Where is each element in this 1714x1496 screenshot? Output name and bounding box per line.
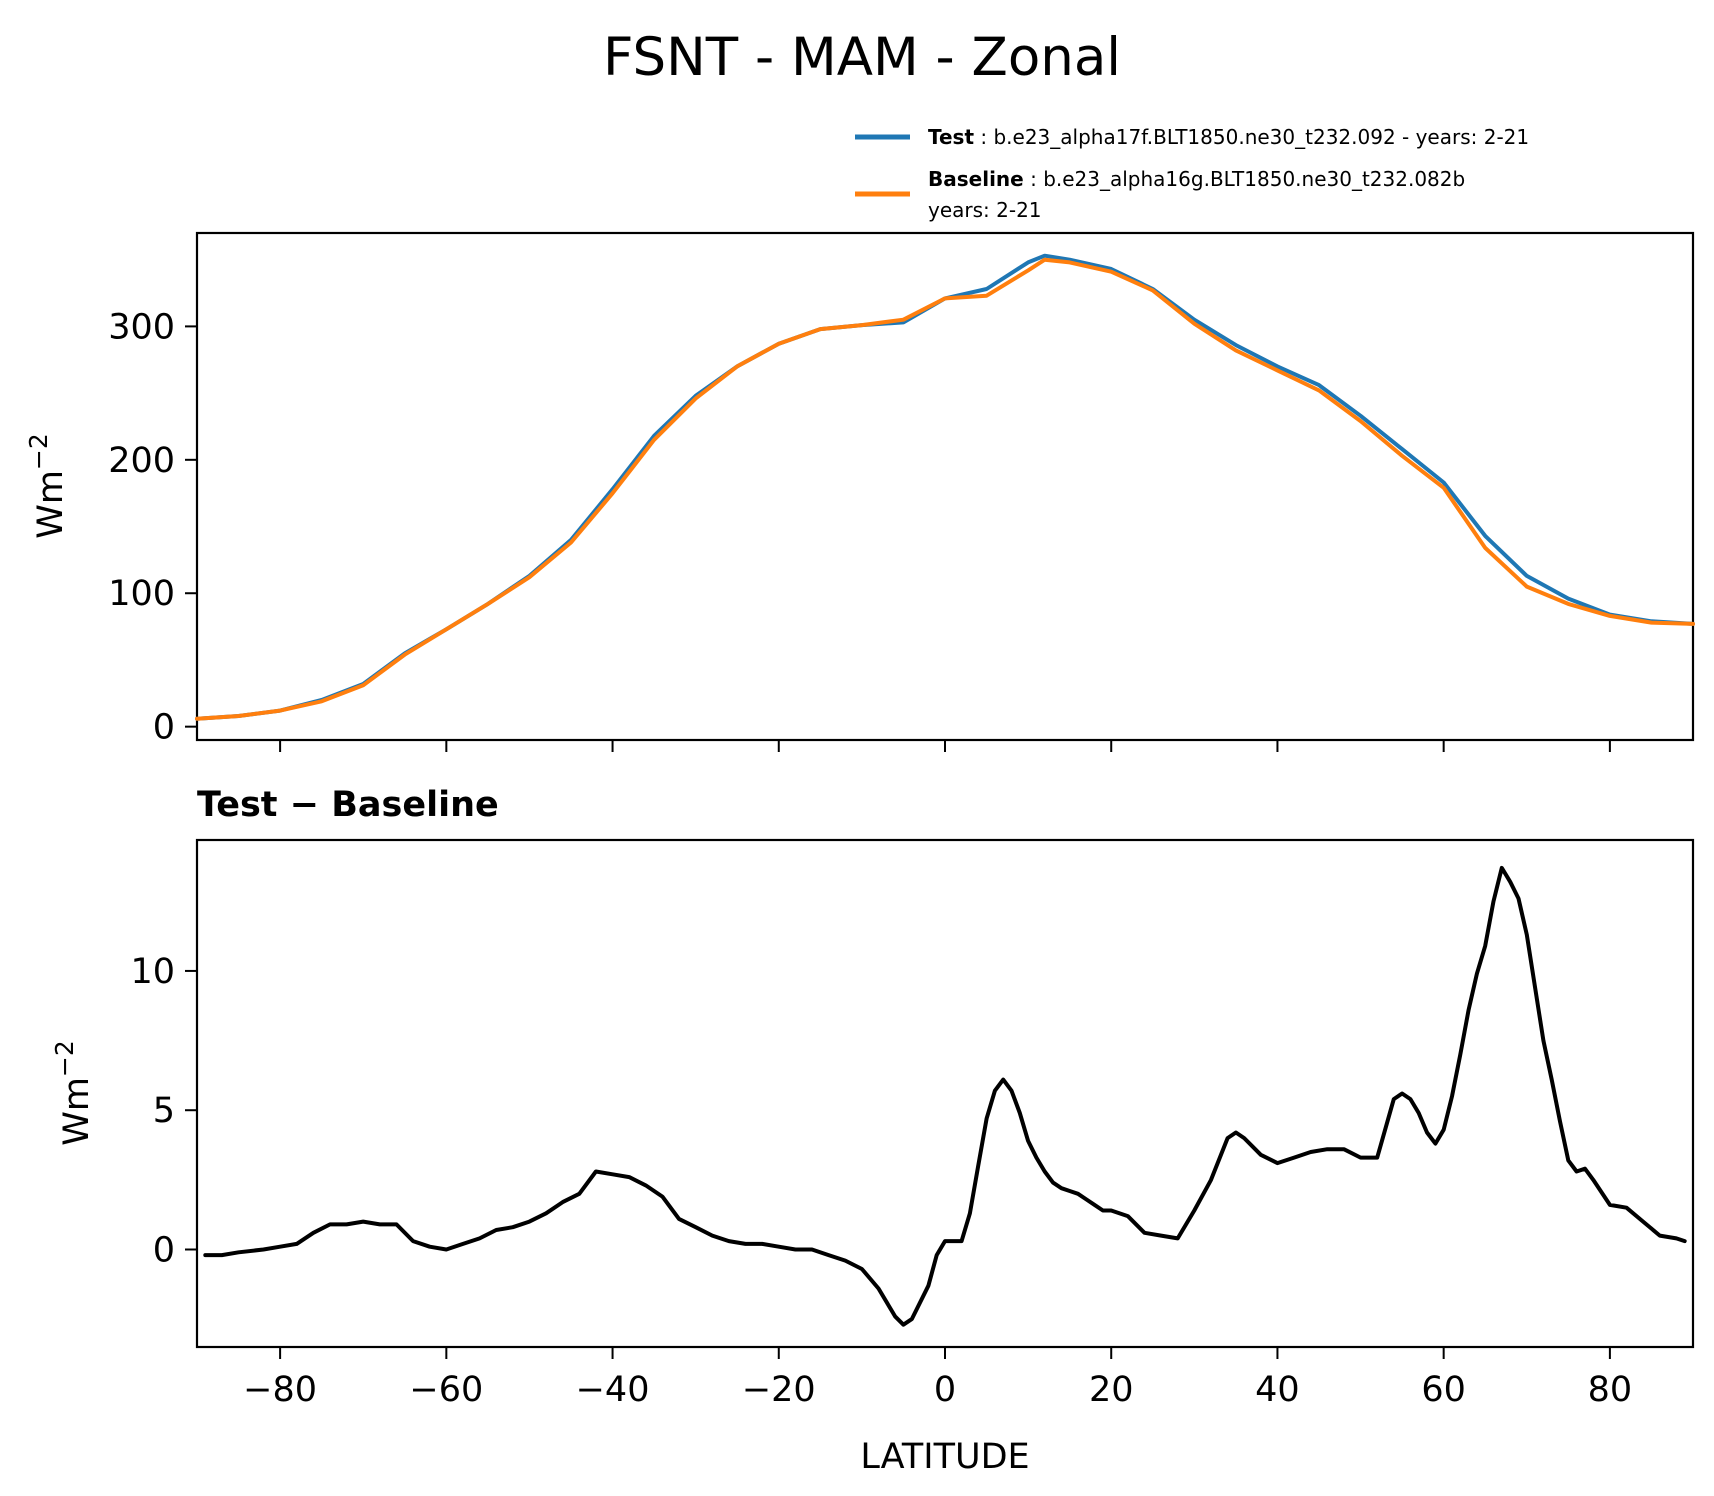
top-plot-lines bbox=[195, 253, 1695, 721]
x-tick-label: 60 bbox=[1421, 1370, 1466, 1410]
x-tick-label: 80 bbox=[1588, 1370, 1633, 1410]
bottom-panel-title: Test − Baseline bbox=[197, 785, 499, 825]
legend-baseline-entry: Baseline : b.e23_alpha16g.BLT1850.ne30_t… bbox=[928, 167, 1465, 191]
top-y-axis-label: Wm−2 bbox=[24, 433, 71, 539]
legend-test-desc: : b.e23_alpha17f.BLT1850.ne30_t232.092 -… bbox=[980, 125, 1529, 149]
x-tick-label: −40 bbox=[576, 1370, 650, 1410]
x-tick-label: 0 bbox=[934, 1370, 956, 1410]
bottom-plot-lines bbox=[203, 865, 1687, 1327]
top-x-ticks bbox=[279, 740, 1611, 752]
series-line-test-baseline bbox=[203, 865, 1687, 1327]
bottom-panel: Test − Baseline 0 5 10 −80 −60 −40 −20 0 20 40 60… bbox=[50, 785, 1695, 1477]
bot-y-tick-label: 5 bbox=[153, 1091, 175, 1131]
top-y-tick-label: 300 bbox=[108, 307, 175, 347]
x-tick-label: 40 bbox=[1255, 1370, 1300, 1410]
bottom-y-axis-exponent: −2 bbox=[50, 1040, 79, 1077]
legend-test-name: Test bbox=[928, 125, 974, 149]
bottom-y-axis-label: Wm−2 bbox=[50, 1040, 97, 1146]
legend-baseline-name: Baseline bbox=[928, 167, 1024, 191]
bot-y-tick-label: 0 bbox=[153, 1231, 175, 1271]
top-y-axis-unit: Wm bbox=[31, 470, 71, 539]
series-line-baseline bbox=[195, 257, 1695, 721]
top-panel: 0 100 200 300 Wm−2 bbox=[24, 231, 1695, 752]
bottom-y-axis-unit: Wm bbox=[57, 1077, 97, 1146]
figure-title: FSNT - MAM - Zonal bbox=[603, 27, 1121, 88]
x-tick-label: −80 bbox=[243, 1370, 317, 1410]
x-tick-label: −20 bbox=[742, 1370, 816, 1410]
top-y-tick-label: 200 bbox=[108, 441, 175, 481]
legend-baseline-years: years: 2-21 bbox=[928, 198, 1042, 222]
x-tick-label: −60 bbox=[409, 1370, 483, 1410]
top-y-axis-exponent: −2 bbox=[24, 433, 53, 470]
legend-baseline-desc: : b.e23_alpha16g.BLT1850.ne30_t232.082b bbox=[1030, 167, 1465, 191]
bottom-x-ticks: −80 −60 −40 −20 0 20 40 60 80 bbox=[243, 1347, 1632, 1410]
legend: Test : b.e23_alpha17f.BLT1850.ne30_t232.… bbox=[855, 125, 1529, 222]
top-y-ticks: 0 100 200 300 bbox=[108, 307, 197, 748]
top-y-tick-label: 100 bbox=[108, 574, 175, 614]
x-axis-label: LATITUDE bbox=[860, 1437, 1029, 1477]
bot-y-tick-label: 10 bbox=[130, 952, 175, 992]
legend-test-entry: Test : b.e23_alpha17f.BLT1850.ne30_t232.… bbox=[928, 125, 1529, 149]
bottom-y-ticks: 0 5 10 bbox=[130, 952, 197, 1271]
x-tick-label: 20 bbox=[1089, 1370, 1134, 1410]
top-y-tick-label: 0 bbox=[153, 708, 175, 748]
